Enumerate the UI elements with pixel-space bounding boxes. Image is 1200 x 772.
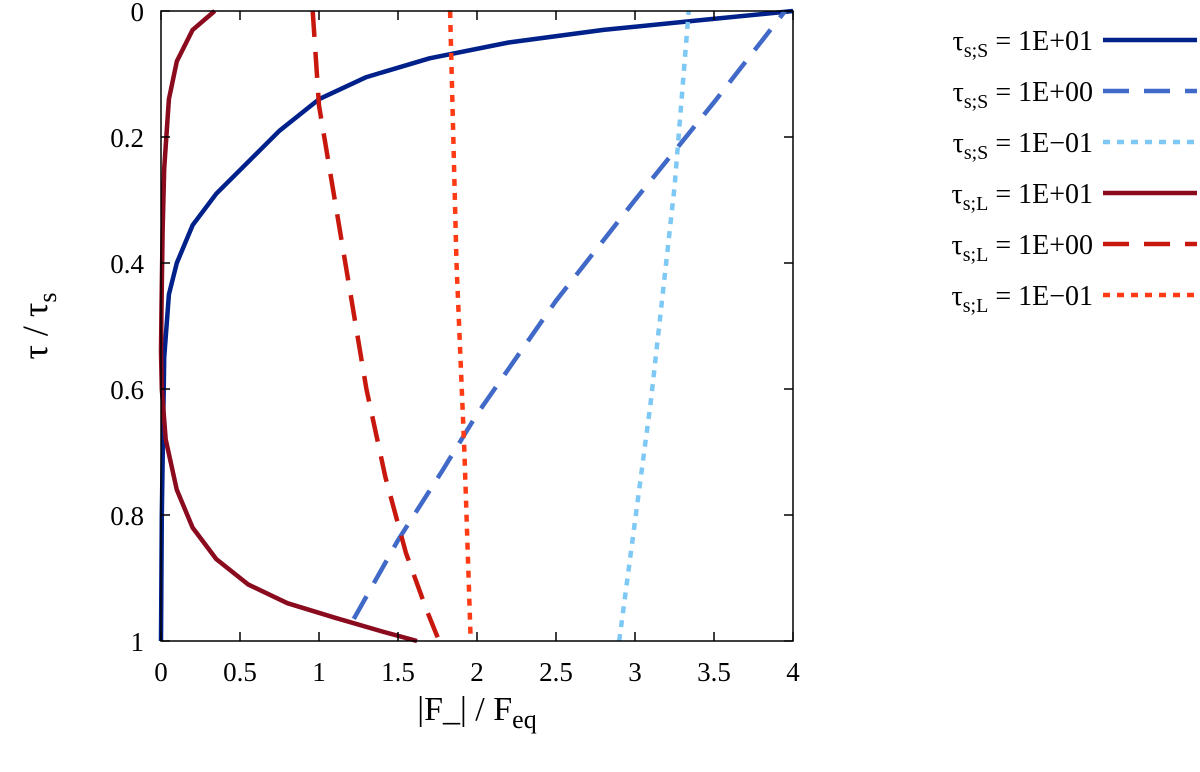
legend-entry: τs;S = 1E+00	[953, 77, 1197, 113]
x-axis-label-sub: eq	[512, 705, 537, 734]
series-line-2	[351, 9, 787, 621]
x-tick-label: 2	[470, 657, 484, 687]
y-tick-label: 0.6	[110, 375, 144, 405]
x-tick-label: 1.5	[381, 657, 415, 687]
legend-label: τs;S = 1E−01	[953, 128, 1093, 164]
y-tick-label: 0.8	[110, 501, 144, 531]
x-tick-label: 0	[154, 657, 168, 687]
x-axis-label: |F_| / Feq	[417, 691, 536, 734]
series-lines	[158, 8, 794, 644]
legend-entry: τs;L = 1E+00	[951, 230, 1197, 266]
y-tick-label: 1	[131, 627, 145, 657]
y-axis-label-sub: s	[33, 292, 62, 302]
x-tick-labels: 0 0.5 1 1.5 2 2.5 3 3.5 4	[154, 657, 800, 687]
axis-ticks	[160, 10, 794, 642]
legend-label: τs;S = 1E+01	[953, 26, 1093, 62]
y-axis-label-main: τ / τ	[15, 303, 55, 360]
legend-label: τs;L = 1E+00	[951, 230, 1093, 266]
x-tick-label: 3.5	[697, 657, 731, 687]
series-line-5	[310, 10, 442, 642]
y-tick-label: 0	[131, 0, 145, 27]
series-line-3	[616, 10, 691, 642]
y-tick-labels: 0 0.2 0.4 0.6 0.8 1	[110, 0, 144, 657]
x-tick-label: 4	[786, 657, 800, 687]
y-tick-label: 0.4	[110, 249, 144, 279]
y-axis-label: τ / τs	[15, 292, 62, 359]
series-line-6	[447, 10, 473, 642]
x-tick-label: 3	[628, 657, 642, 687]
y-tick-label: 0.2	[110, 123, 144, 153]
plot-frame	[160, 10, 794, 642]
legend-label: τs;S = 1E+00	[953, 77, 1093, 113]
legend-label: τs;L = 1E+01	[951, 179, 1093, 215]
legend-entry: τs;L = 1E−01	[951, 281, 1197, 317]
series-line-4	[158, 9, 418, 644]
x-axis-label-main: |F_| / F	[417, 691, 512, 728]
x-tick-label: 1	[312, 657, 326, 687]
x-tick-label: 2.5	[539, 657, 573, 687]
legend-label: τs;L = 1E−01	[951, 281, 1093, 317]
legend-entry: τs;L = 1E+01	[951, 179, 1197, 215]
legend-entry: τs;S = 1E+01	[953, 26, 1197, 62]
series-line-1	[158, 8, 794, 642]
legend: τs;S = 1E+01 τs;S = 1E+00 τs;S = 1E−01 τs;L…	[951, 26, 1197, 317]
x-tick-label: 0.5	[223, 657, 257, 687]
legend-entry: τs;S = 1E−01	[953, 128, 1197, 164]
